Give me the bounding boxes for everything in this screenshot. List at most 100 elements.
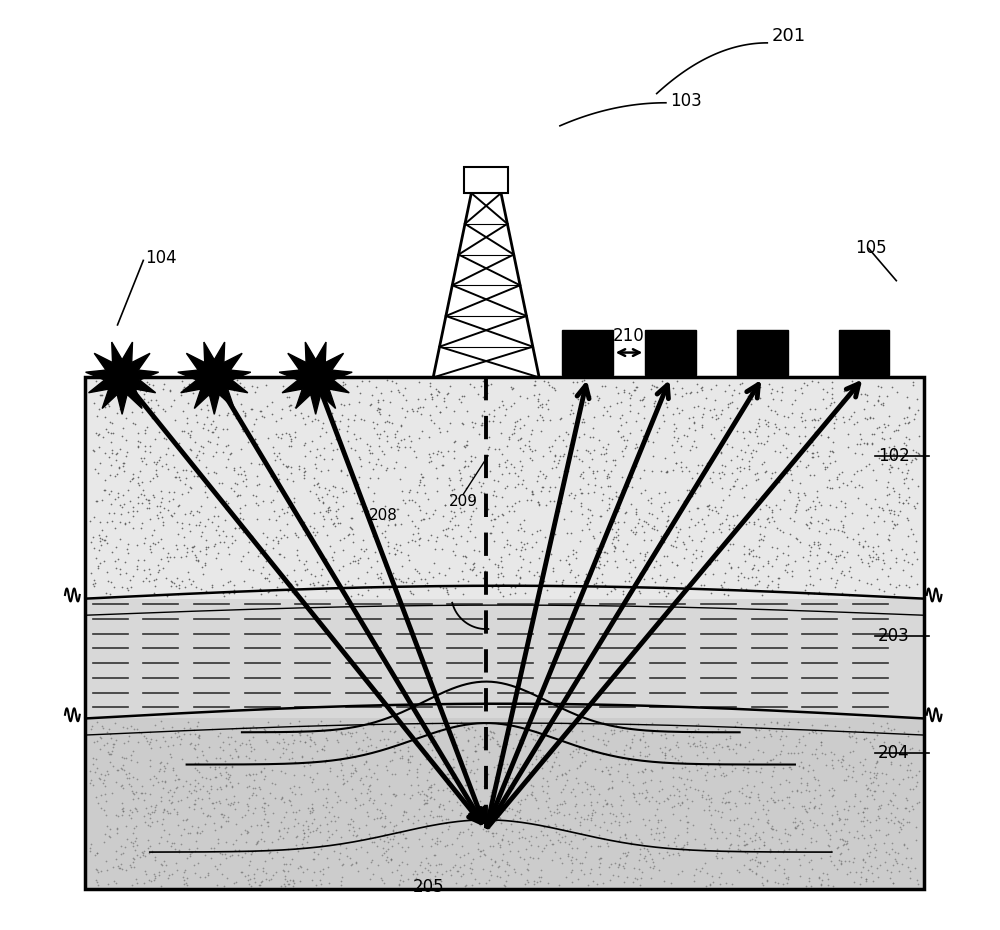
Point [792,436,808,451]
Point [448,847,464,862]
Point [198,539,214,554]
Point [278,804,294,819]
Point [387,426,403,441]
Point [714,804,730,819]
Point [614,482,630,497]
Point [108,539,124,554]
Point [866,731,882,746]
Point [569,375,585,390]
Point [302,739,318,754]
Point [369,403,385,418]
Point [394,840,410,855]
Point [295,522,311,537]
Point [653,727,669,742]
Point [140,818,156,833]
Point [905,375,921,390]
Point [882,431,898,445]
Text: 104: 104 [145,248,177,267]
Point [142,752,158,767]
Point [597,725,613,740]
Point [119,770,135,785]
Point [901,399,917,414]
Point [120,582,136,597]
Point [604,536,620,551]
Point [309,820,325,835]
Point [857,410,873,425]
Point [890,508,906,523]
Point [831,811,847,826]
Point [340,418,356,433]
Point [796,799,812,814]
Point [724,395,740,410]
Point [788,498,804,513]
Point [801,521,817,536]
Point [871,499,887,514]
Point [713,422,729,437]
Point [563,525,579,540]
Point [901,401,917,416]
Point [569,841,585,856]
Point [189,763,205,777]
Point [463,866,479,881]
Point [623,756,639,771]
Point [852,755,868,770]
Point [780,427,796,442]
Point [759,873,775,888]
Point [190,469,206,484]
Point [528,793,544,808]
Point [879,480,895,495]
Point [618,505,634,520]
Point [286,490,302,505]
Point [243,456,259,471]
Point [229,489,245,504]
Point [556,464,572,479]
Point [556,807,572,822]
Point [257,751,273,766]
Point [697,841,713,856]
Point [399,766,415,781]
Point [486,484,502,498]
Point [361,373,377,388]
Point [445,751,461,766]
Point [224,536,240,551]
Point [490,558,506,573]
Point [590,392,606,407]
Point [248,412,264,427]
Point [186,741,202,756]
Point [238,721,254,736]
Point [137,439,153,454]
Point [702,471,718,485]
Point [712,516,728,531]
Point [786,419,802,434]
Point [462,489,478,504]
Point [144,804,160,819]
Point [149,814,165,829]
Point [123,748,139,763]
Point [275,732,291,747]
Point [244,845,260,860]
Point [162,550,178,565]
Point [546,454,562,469]
Point [238,767,254,782]
Point [345,468,361,483]
Point [224,722,240,737]
Point [271,824,287,839]
Point [684,793,700,808]
Point [83,722,99,737]
Point [296,460,312,475]
Point [686,415,702,430]
Point [342,519,358,534]
Point [585,528,601,543]
Point [281,438,297,453]
Point [699,462,715,477]
Point [749,577,765,591]
Point [372,803,388,817]
Point [257,725,273,740]
Point [875,546,891,561]
Point [420,491,436,506]
Point [827,551,843,566]
Point [885,858,901,873]
Point [497,481,513,496]
Point [851,477,867,492]
Point [152,504,168,519]
